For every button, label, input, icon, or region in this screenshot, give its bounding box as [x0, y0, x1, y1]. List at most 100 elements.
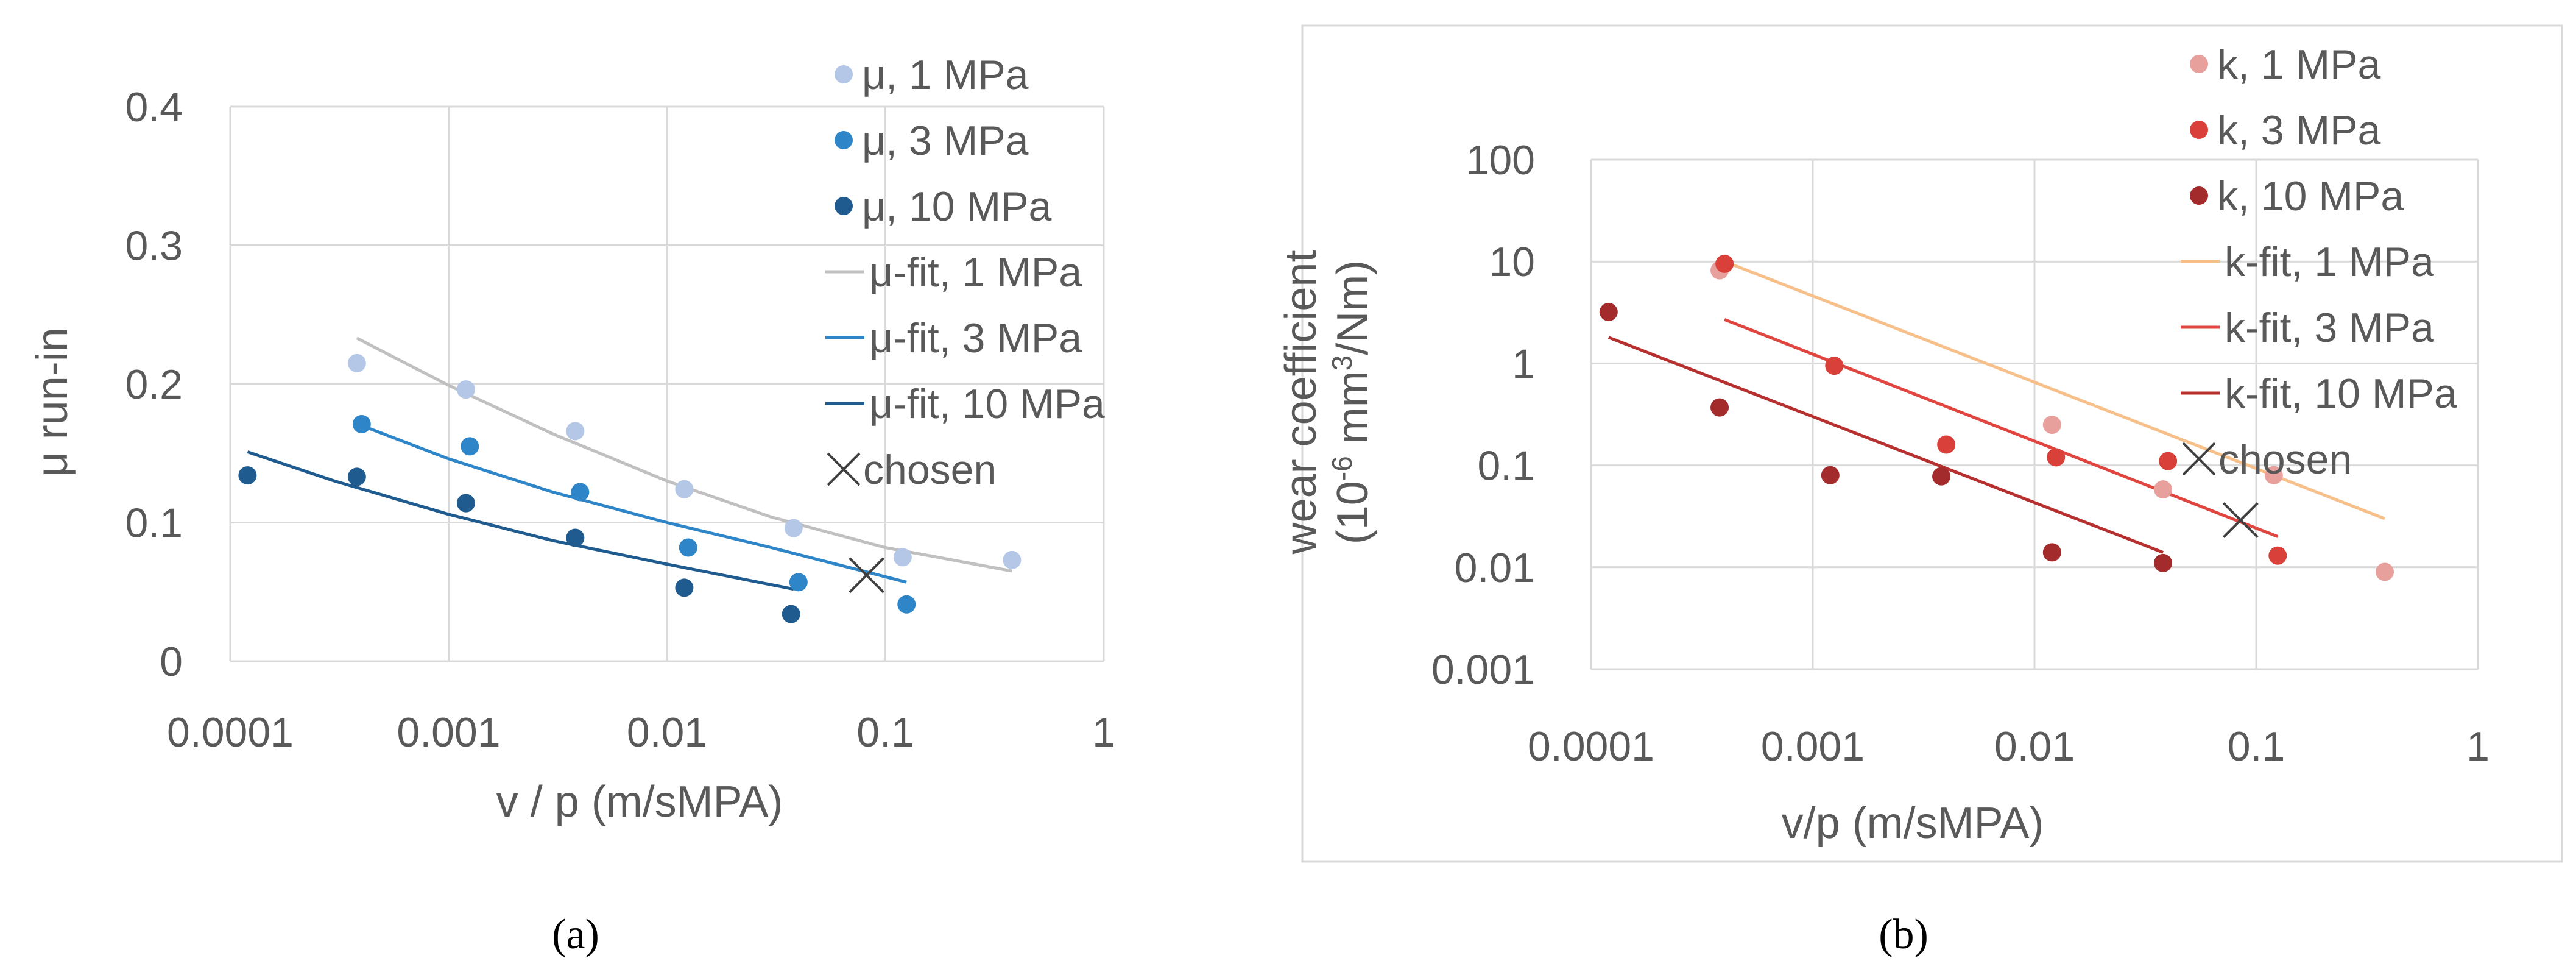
legend-label: μ, 10 MPa — [862, 183, 1051, 230]
y-axis-title-a: μ run-in — [28, 327, 77, 477]
y-axis-title-b: wear coefficient (10-6 mm3/Nm) — [1277, 250, 1377, 555]
data-point-k-1-mpa — [2376, 562, 2394, 581]
data-point--1-mpa — [347, 353, 366, 372]
y-tick-label: 0 — [160, 639, 183, 685]
ylabel-exp: -6 — [1326, 456, 1358, 481]
x-tick-label: 0.0001 — [167, 709, 294, 756]
data-point--1-mpa — [784, 519, 803, 537]
data-point--3-mpa — [897, 595, 916, 614]
y-tick-label: 10 — [1489, 239, 1535, 285]
legend-item-k-fit-3-mpa: k-fit, 3 MPa — [2181, 305, 2434, 351]
chart-a: 0.0001 0.001 0.01 0.1 1 0 0.1 0.2 0.3 0.4 v / p (… — [28, 52, 1115, 958]
fit-line-k-fit-3-mpa — [1724, 317, 2279, 538]
data-point--10-mpa — [347, 467, 366, 486]
y-tick-label: 1 — [1512, 341, 1535, 387]
legend-item-k-1-mpa: k, 1 MPa — [2190, 41, 2380, 88]
legend-item--3-mpa: μ, 3 MPa — [835, 118, 1029, 164]
chosen-marker — [849, 557, 885, 594]
legend-item--fit-10-mpa: μ-fit, 10 MPa — [825, 381, 1105, 427]
legend-label: chosen — [2218, 436, 2352, 483]
legend-item--fit-3-mpa: μ-fit, 3 MPa — [825, 315, 1082, 361]
data-point--1-mpa — [566, 422, 585, 441]
legend-swatch — [2182, 442, 2216, 476]
y-tick-label: 0.1 — [1477, 443, 1535, 489]
legend-item--10-mpa: μ, 10 MPa — [835, 183, 1051, 230]
x-tick-label: 0.001 — [397, 709, 500, 756]
panel-label-b: (b) — [1879, 911, 1928, 958]
data-point-k-10-mpa — [1821, 466, 1840, 484]
data-point--1-mpa — [675, 480, 694, 498]
data-point-k-1-mpa — [2264, 466, 2283, 484]
data-point--10-mpa — [456, 494, 475, 513]
fit-line--fit-10-mpa — [247, 450, 794, 591]
data-point-k-1-mpa — [2042, 416, 2061, 435]
x-tick-label: 1 — [2466, 723, 2490, 770]
data-points-a — [238, 353, 1022, 623]
legend-swatch — [2190, 186, 2208, 205]
ylabel-exp2: 3 — [1326, 355, 1358, 371]
data-point-k-3-mpa — [2268, 546, 2287, 565]
y-tick-label: 0.001 — [1431, 647, 1535, 693]
x-tick-label: 0.1 — [2228, 723, 2285, 770]
data-point-k-10-mpa — [1710, 398, 1729, 417]
legend-swatch — [835, 131, 853, 149]
legend-label: k-fit, 1 MPa — [2225, 239, 2434, 285]
y-tick-label: 0.4 — [125, 84, 183, 130]
legend-item-k-fit-1-mpa: k-fit, 1 MPa — [2181, 239, 2434, 285]
data-point-k-3-mpa — [1715, 254, 1734, 273]
legend-a: μ, 1 MPa μ, 3 MPa μ, 10 MPa μ-fit, 1 MPa μ-f… — [825, 52, 1105, 493]
x-tick-label: 1 — [1092, 709, 1115, 756]
data-point-k-1-mpa — [2154, 480, 2173, 499]
legend-label: k-fit, 3 MPa — [2225, 305, 2434, 351]
legend-label: k, 3 MPa — [2217, 107, 2380, 154]
ylabel-mid: mm — [1329, 371, 1377, 456]
ylabel-suffix: /Nm) — [1329, 260, 1377, 355]
data-point-k-3-mpa — [1825, 357, 1844, 375]
legend-item-k-fit-10-mpa: k-fit, 10 MPa — [2181, 371, 2457, 417]
data-point-k-10-mpa — [2154, 553, 2173, 572]
data-point--3-mpa — [571, 483, 590, 502]
data-point--3-mpa — [789, 573, 808, 592]
y-tick-label: 0.2 — [125, 361, 183, 408]
fit-lines-a — [247, 336, 1012, 591]
panel-label-a: (a) — [552, 911, 599, 958]
chart-b: 0.0001 0.001 0.01 0.1 1 0.001 0.01 0.1 1 10 100 v/… — [1277, 41, 2490, 958]
data-points-b — [1599, 254, 2394, 581]
x-axis-title-b: v/p (m/sMPA) — [1782, 799, 2044, 848]
data-point--1-mpa — [1003, 550, 1022, 569]
x-tick-label: 0.01 — [627, 709, 707, 756]
legend-b: k, 1 MPa k, 3 MPa k, 10 MPa k-fit, 1 MPa k-f… — [2181, 41, 2457, 483]
data-point--3-mpa — [352, 414, 371, 433]
x-tick-label: 0.001 — [1761, 723, 1865, 770]
fit-line--fit-3-mpa — [361, 424, 907, 584]
data-point-k-10-mpa — [2042, 543, 2061, 562]
legend-swatch — [827, 452, 861, 486]
legend-item-chosen: chosen — [827, 447, 997, 493]
legend-label: k, 1 MPa — [2217, 41, 2380, 88]
y-axis-title-b-line2: (10-6 mm3/Nm) — [1326, 260, 1377, 544]
fit-line--fit-1-mpa — [356, 336, 1012, 573]
ylabel-prefix: (10 — [1329, 481, 1377, 544]
legend-item-chosen: chosen — [2182, 436, 2352, 483]
legend-swatch — [2190, 55, 2208, 73]
fit-line-k-fit-10-mpa — [1607, 336, 2164, 554]
chart-b-frame — [1301, 24, 2563, 863]
legend-label: μ, 1 MPa — [862, 52, 1029, 98]
y-tick-label: 0.3 — [125, 223, 183, 269]
data-point--10-mpa — [238, 466, 257, 485]
data-point--1-mpa — [893, 548, 912, 567]
legend-label: μ, 3 MPa — [862, 118, 1029, 164]
x-tick-label: 0.1 — [856, 709, 914, 756]
gridlines-a — [229, 105, 1105, 662]
legend-label: μ-fit, 3 MPa — [869, 315, 1082, 361]
legend-swatch — [835, 197, 853, 215]
gridlines-b — [1590, 158, 2479, 670]
legend-label: μ-fit, 1 MPa — [869, 249, 1082, 296]
data-point-k-3-mpa — [2047, 448, 2066, 467]
y-axis-title-b-line1: wear coefficient — [1277, 250, 1325, 555]
x-tick-label: 0.0001 — [1528, 723, 1654, 770]
legend-label: k-fit, 10 MPa — [2225, 371, 2457, 417]
legend-item-k-3-mpa: k, 3 MPa — [2190, 107, 2380, 154]
legend-label: k, 10 MPa — [2217, 173, 2404, 219]
